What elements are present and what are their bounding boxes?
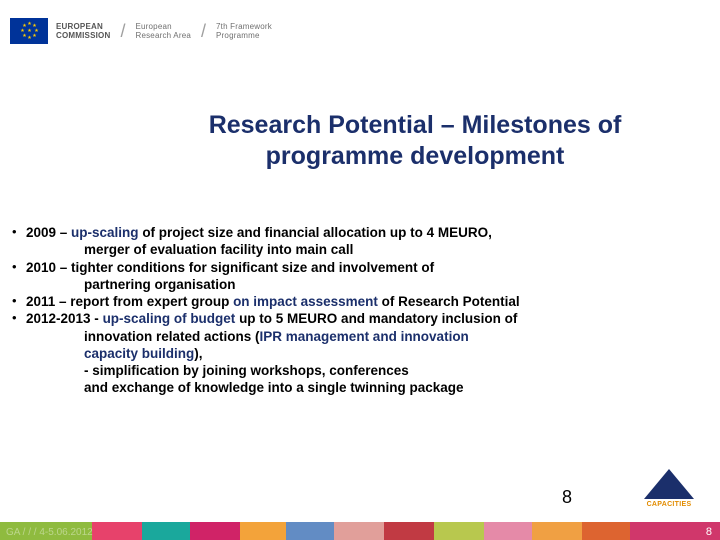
list-item: 2012-2013 - up-scaling of budget up to 5… — [12, 310, 720, 396]
strip-segment — [582, 522, 630, 540]
divider-icon: / — [120, 21, 125, 42]
strip-segment — [92, 522, 142, 540]
header-logos: EUROPEAN COMMISSION / European Research … — [10, 18, 272, 44]
strip-segment — [190, 522, 240, 540]
eu-flag-icon — [10, 18, 48, 44]
strip-segment — [384, 522, 434, 540]
bullet-list: 2009 – up-scaling of project size and fi… — [12, 224, 720, 397]
fp7-caption: CAPACITIES — [642, 501, 696, 508]
triangle-icon — [644, 469, 694, 499]
slide-number: 8 — [562, 487, 572, 508]
logo-research-area: European Research Area — [135, 22, 191, 40]
list-item: 2009 – up-scaling of project size and fi… — [12, 224, 720, 259]
list-item: 2011 – report from expert group on impac… — [12, 293, 720, 310]
color-strip — [0, 522, 720, 540]
strip-segment — [240, 522, 286, 540]
fp7-capacities-logo: CAPACITIES — [642, 469, 696, 514]
title-block: Research Potential – Milestones of progr… — [0, 110, 720, 173]
strip-segment — [334, 522, 384, 540]
divider-icon: / — [201, 21, 206, 42]
logo-european-commission: EUROPEAN COMMISSION — [56, 22, 110, 40]
strip-segment — [434, 522, 484, 540]
footer-page-number: 8 — [706, 526, 712, 538]
strip-segment — [142, 522, 190, 540]
page-title: Research Potential – Milestones of progr… — [150, 110, 680, 173]
logo-7th-framework: 7th Framework Programme — [216, 22, 272, 40]
strip-segment — [484, 522, 532, 540]
strip-segment — [532, 522, 582, 540]
footer-date: GA / / / 4-5.06.2012 — [6, 527, 93, 538]
list-item: 2010 – tighter conditions for significan… — [12, 259, 720, 294]
strip-segment — [286, 522, 334, 540]
